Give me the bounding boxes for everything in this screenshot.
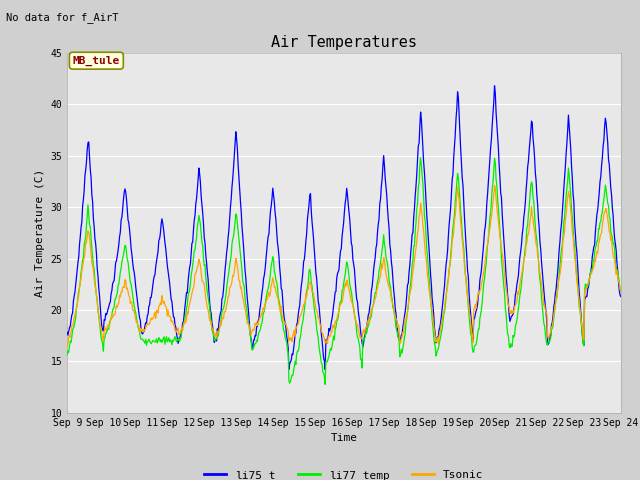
Legend: li75_t, li77_temp, Tsonic: li75_t, li77_temp, Tsonic [200,465,488,480]
X-axis label: Time: Time [330,433,358,443]
Y-axis label: Air Temperature (C): Air Temperature (C) [35,168,45,297]
Text: No data for f_AirT: No data for f_AirT [6,12,119,23]
Text: MB_tule: MB_tule [73,56,120,66]
Title: Air Temperatures: Air Temperatures [271,35,417,50]
